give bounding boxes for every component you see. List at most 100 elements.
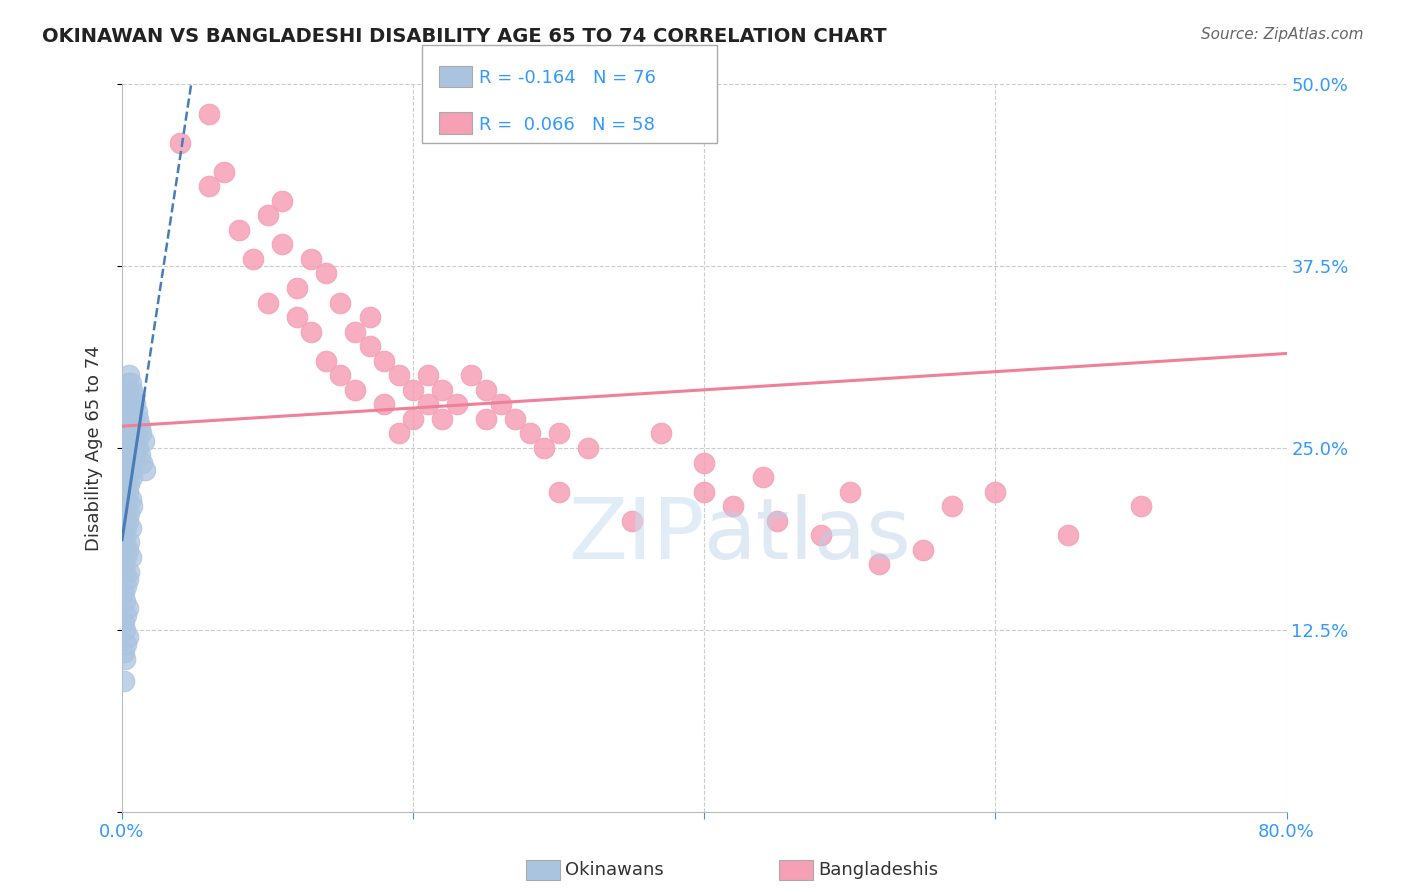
Point	[112, 499, 135, 513]
Point	[114, 477, 136, 491]
Point	[547, 484, 569, 499]
Point	[343, 383, 366, 397]
Point	[120, 404, 142, 418]
Text: R =  0.066   N = 58: R = 0.066 N = 58	[479, 116, 655, 134]
Point	[124, 426, 146, 441]
Point	[475, 412, 498, 426]
Point	[134, 463, 156, 477]
Point	[285, 281, 308, 295]
Point	[122, 419, 145, 434]
Point	[388, 368, 411, 383]
Point	[117, 426, 139, 441]
Point	[547, 426, 569, 441]
Point	[299, 252, 322, 266]
Point	[576, 441, 599, 455]
Point	[115, 549, 138, 564]
Point	[329, 368, 352, 383]
Point	[519, 426, 541, 441]
Point	[115, 579, 138, 593]
Point	[112, 528, 135, 542]
Point	[114, 535, 136, 549]
Point	[373, 397, 395, 411]
Point	[117, 601, 139, 615]
Point	[121, 470, 143, 484]
Point	[117, 484, 139, 499]
Point	[118, 477, 141, 491]
Point	[129, 426, 152, 441]
Point	[120, 521, 142, 535]
Point	[118, 390, 141, 404]
Point	[122, 448, 145, 462]
Point	[117, 542, 139, 557]
Point	[402, 383, 425, 397]
Point	[766, 514, 789, 528]
Point	[446, 397, 468, 411]
Text: Okinawans: Okinawans	[565, 861, 664, 879]
Point	[114, 419, 136, 434]
Y-axis label: Disability Age 65 to 74: Disability Age 65 to 74	[86, 345, 103, 551]
Point	[114, 448, 136, 462]
Point	[120, 463, 142, 477]
Point	[125, 404, 148, 418]
Point	[115, 434, 138, 448]
Point	[128, 419, 150, 434]
Point	[343, 325, 366, 339]
Point	[127, 441, 149, 455]
Text: atlas: atlas	[704, 494, 912, 577]
Point	[299, 325, 322, 339]
Point	[198, 106, 221, 120]
Point	[121, 383, 143, 397]
Point	[114, 623, 136, 637]
Point	[723, 499, 745, 513]
Point	[256, 208, 278, 222]
Point	[115, 383, 138, 397]
Point	[114, 652, 136, 666]
Point	[228, 223, 250, 237]
Text: R = -0.164   N = 76: R = -0.164 N = 76	[479, 70, 657, 87]
Text: Source: ZipAtlas.com: Source: ZipAtlas.com	[1201, 27, 1364, 42]
Point	[112, 644, 135, 658]
Point	[118, 419, 141, 434]
Point	[115, 463, 138, 477]
Point	[416, 368, 439, 383]
Point	[131, 456, 153, 470]
Point	[941, 499, 963, 513]
Point	[112, 441, 135, 455]
Point	[169, 136, 191, 150]
Point	[114, 593, 136, 607]
Point	[117, 397, 139, 411]
Point	[271, 237, 294, 252]
Point	[114, 565, 136, 579]
Point	[124, 397, 146, 411]
Point	[285, 310, 308, 324]
Point	[1130, 499, 1153, 513]
Point	[127, 412, 149, 426]
Point	[120, 549, 142, 564]
Point	[868, 558, 890, 572]
Point	[838, 484, 860, 499]
Point	[118, 448, 141, 462]
Text: OKINAWAN VS BANGLADESHI DISABILITY AGE 65 TO 74 CORRELATION CHART: OKINAWAN VS BANGLADESHI DISABILITY AGE 6…	[42, 27, 887, 45]
Point	[112, 558, 135, 572]
Point	[121, 412, 143, 426]
Point	[117, 456, 139, 470]
Point	[1057, 528, 1080, 542]
Point	[212, 164, 235, 178]
Point	[911, 542, 934, 557]
Point	[503, 412, 526, 426]
Point	[271, 194, 294, 208]
Point	[117, 630, 139, 644]
Point	[402, 412, 425, 426]
Point	[120, 434, 142, 448]
Point	[117, 376, 139, 390]
Point	[460, 368, 482, 383]
Point	[125, 434, 148, 448]
Point	[388, 426, 411, 441]
Point	[751, 470, 773, 484]
Point	[118, 565, 141, 579]
Point	[693, 484, 716, 499]
Point	[432, 412, 454, 426]
Point	[118, 368, 141, 383]
Text: ZIP: ZIP	[568, 494, 704, 577]
Point	[329, 295, 352, 310]
